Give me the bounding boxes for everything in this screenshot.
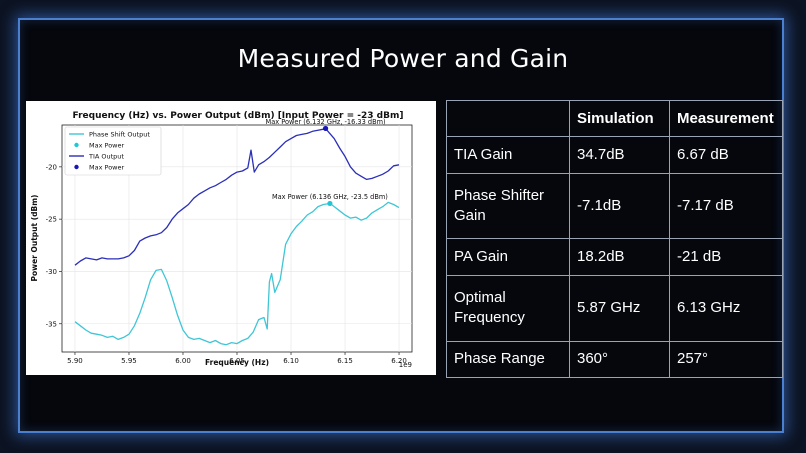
table-cell-label: Phase Range [446,340,570,378]
table-row: TIA Gain 34.7dB 6.67 dB [446,136,783,174]
legend-label-tia: TIA Output [88,153,124,161]
table-cell-simulation: 360° [569,340,670,378]
table-cell-measurement: -21 dB [669,238,783,276]
axis-ticks: 5.90 5.95 6.00 6.05 6.10 6.15 6.20 -20 -25 -30 -35 [46,163,407,365]
table-header-simulation: Simulation [569,99,670,138]
legend-label-max-power-cyan: Max Power [89,142,124,150]
x-tick-label: 6.05 [229,357,245,365]
table-row: PA Gain 18.2dB -21 dB [446,238,783,276]
table-cell-measurement: 6.67 dB [669,136,783,174]
chart-title: Frequency (Hz) vs. Power Output (dBm) [I… [73,111,404,121]
y-tick-label: -20 [46,163,57,171]
x-offset-label: 1e9 [399,361,412,369]
max-power-annotation: Max Power (6.132 GHz, -16.33 dBm) [266,118,386,126]
x-axis-label: Frequency (Hz) [205,358,269,367]
legend: Phase Shift Output Max Power TIA Output … [64,126,162,176]
series-line-phase-shift-output [74,201,400,346]
table-cell-simulation: 18.2dB [569,238,670,276]
table-row: Optimal Frequency 5.87 GHz 6.13 GHz [446,274,783,342]
max-power-point [322,125,329,132]
table-header-row: Simulation Measurement [446,99,783,138]
table-cell-label: PA Gain [446,238,570,276]
slide-title: Measured Power and Gain [237,44,569,73]
table-cell-label: Phase Shifter Gain [446,172,570,240]
table-cell-measurement: 257° [669,340,783,378]
chart-image: Frequency (Hz) vs. Power Output (dBm) [I… [26,101,436,375]
x-tick-label: 5.95 [121,357,137,365]
legend-box [64,126,162,176]
table-cell-measurement: -7.17 dB [669,172,783,240]
table-header-cell [446,99,570,138]
table-cell-simulation: -7.1dB [569,172,670,240]
max-power-point [327,200,333,207]
y-tick-label: -30 [46,268,57,276]
table-row: Phase Shifter Gain -7.1dB -7.17 dB [446,172,783,240]
table-cell-label: TIA Gain [446,136,570,174]
x-tick-label: 6.15 [337,357,353,365]
series-lines [74,127,400,346]
power-output-chart: Frequency (Hz) vs. Power Output (dBm) [I… [30,111,413,369]
x-tick-label: 6.20 [391,357,407,365]
table-cell-simulation: 5.87 GHz [569,274,670,342]
legend-label-max-power-blue: Max Power [89,164,124,172]
table-row: Phase Range 360° 257° [446,340,783,378]
gain-comparison-table: Simulation Measurement TIA Gain 34.7dB 6… [446,99,783,378]
y-axis-label: Power Output (dBm) [30,195,39,282]
y-tick-label: -25 [46,216,57,224]
legend-swatch-max-power-blue [74,164,79,170]
legend-swatch-max-power-cyan [74,142,79,148]
x-tick-label: 5.90 [67,357,83,365]
table-cell-measurement: 6.13 GHz [669,274,783,342]
legend-label-phase-shift: Phase Shift Output [89,131,150,139]
x-tick-label: 6.10 [283,357,299,365]
table-header-measurement: Measurement [669,99,783,138]
table-cell-label: Optimal Frequency [446,274,570,342]
max-power-annotation: Max Power (6.136 GHz, -23.5 dBm) [272,193,388,201]
x-tick-label: 6.00 [175,357,191,365]
table-cell-simulation: 34.7dB [569,136,670,174]
series-line-tia-output [74,127,400,266]
max-markers: Max Power (6.136 GHz, -23.5 dBm) Max Powe… [266,118,388,207]
y-tick-label: -35 [46,320,57,328]
